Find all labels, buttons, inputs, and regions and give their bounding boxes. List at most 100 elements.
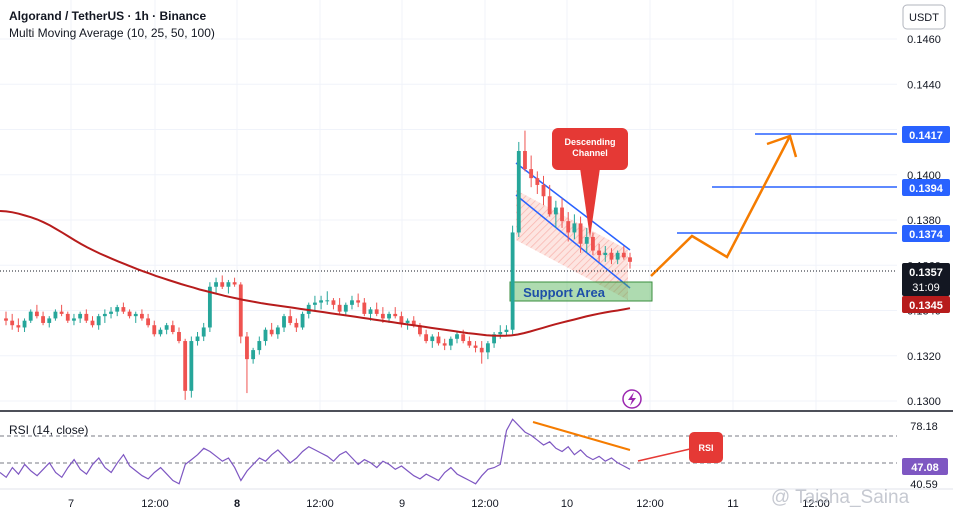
candle-bearish [356,300,361,303]
candle-bearish [418,325,422,335]
price-tick-label: 0.1380 [907,215,941,227]
support-area-label: Support Area [523,285,606,300]
candle-bearish [146,318,151,326]
candle-bearish [183,341,188,391]
candle-bearish [16,325,21,328]
candle-bearish [523,150,527,170]
rsi-title[interactable]: RSI (14, close) [9,423,88,437]
candle-bullish [485,343,490,353]
lightning-icon[interactable] [622,389,642,409]
candle-bullish [343,304,348,312]
candle-bullish [263,329,268,342]
candle-bearish [380,313,385,319]
rsi-trendline[interactable] [532,421,631,451]
rsi-callout-label: RSI [698,443,713,453]
candle-bearish [10,320,15,326]
rsi-level-upper: 78.18 [910,421,938,433]
chart-title: Algorand / TetherUS · 1h · Binance [9,9,206,23]
candle-bearish [547,196,552,215]
current-price-value: 0.1357 [909,267,943,279]
time-tick-label: 12:00 [471,498,499,510]
candle-bearish [578,223,583,244]
candle-bearish [461,334,466,342]
candle-bearish [269,329,274,335]
candle-bearish [560,207,564,222]
candle-bullish [319,300,324,303]
candle-bullish [22,320,27,328]
candle-bullish [214,282,218,287]
candle-bearish [479,347,484,353]
candle-bullish [72,318,76,321]
candle-bearish [374,309,379,314]
candle-bullish [448,338,453,346]
time-tick-label: 7 [68,498,74,510]
currency-badge[interactable]: USDT [902,4,946,30]
candle-bearish [467,341,472,346]
candle-bearish [220,282,225,287]
target-3-value: 0.1374 [909,229,944,241]
currency-badge-box [902,4,946,30]
candle-bullish [164,325,169,330]
candle-bearish [127,311,132,317]
channel-lower-line[interactable] [515,194,631,289]
candle-bearish [529,169,534,179]
candle-bullish [603,252,608,256]
ma-value: 0.1345 [909,300,943,312]
candle-bullish [553,207,558,215]
projection-path[interactable] [650,135,792,277]
time-tick-label: 12:00 [802,498,830,510]
drawings-layer [0,133,897,464]
candle-bearish [41,316,45,323]
price-label-target-1: 0.1417 [902,126,950,143]
candle-bearish [541,184,546,197]
candle-bearish [245,336,249,360]
candle-bullish [325,300,330,302]
indicator-legend[interactable]: Multi Moving Average (10, 25, 50, 100) [9,26,215,40]
candle-bearish [411,320,416,326]
price-label-target-2: 0.1394 [902,179,950,196]
candle-bearish [362,302,367,314]
rsi-line [0,418,631,485]
rsi-callout[interactable]: RSI [689,432,723,463]
candle-bearish [337,304,342,312]
price-tick-label: 0.1400 [907,170,941,182]
channel-upper-line[interactable] [515,162,631,251]
candle-bullish [195,336,200,342]
support-area-box[interactable] [509,281,653,302]
candle-bearish [442,343,447,346]
candle-bearish [288,316,293,323]
candle-bullish [109,311,113,314]
candle-bearish [393,313,398,317]
candle-bearish [90,320,95,326]
candle-bearish [331,300,336,305]
candle-bullish [207,286,212,328]
candle-bearish [535,178,540,185]
price-label-current: 0.1357 31:09 [902,263,950,296]
candle-bullish [282,316,286,328]
price-tick-label: 0.1440 [907,79,941,91]
candle-bullish [455,334,459,339]
time-tick-label: 12:00 [636,498,664,510]
rsi-level-current: 47.08 [902,458,948,475]
rsi-current-value: 47.08 [911,462,939,474]
candle-bullish [510,232,515,330]
target-2-value: 0.1394 [909,183,944,195]
price-axis[interactable]: 0.14600.14400.14200.14000.13800.13600.13… [907,34,941,408]
currency-badge-text: USDT [909,12,939,24]
price-label-target-3: 0.1374 [902,225,950,242]
descending-channel-callout[interactable]: Descending Channel [552,128,628,238]
candle-bullish [584,236,589,244]
price-axis-background [897,0,953,518]
target-1-value: 0.1417 [909,130,943,142]
price-label-ma: 0.1345 [902,296,950,313]
countdown-value: 31:09 [912,282,940,294]
time-axis[interactable]: 7 12:00 8 12:00 9 12:00 10 12:00 11 12:00 [68,498,830,510]
candle-bullish [96,316,101,326]
candle-bullish [158,329,163,335]
candle-bullish [387,313,391,319]
price-tick-label: 0.1300 [907,396,941,408]
callout-box [552,128,628,170]
candle-bullish [275,327,280,335]
moving-average-line [0,210,631,337]
